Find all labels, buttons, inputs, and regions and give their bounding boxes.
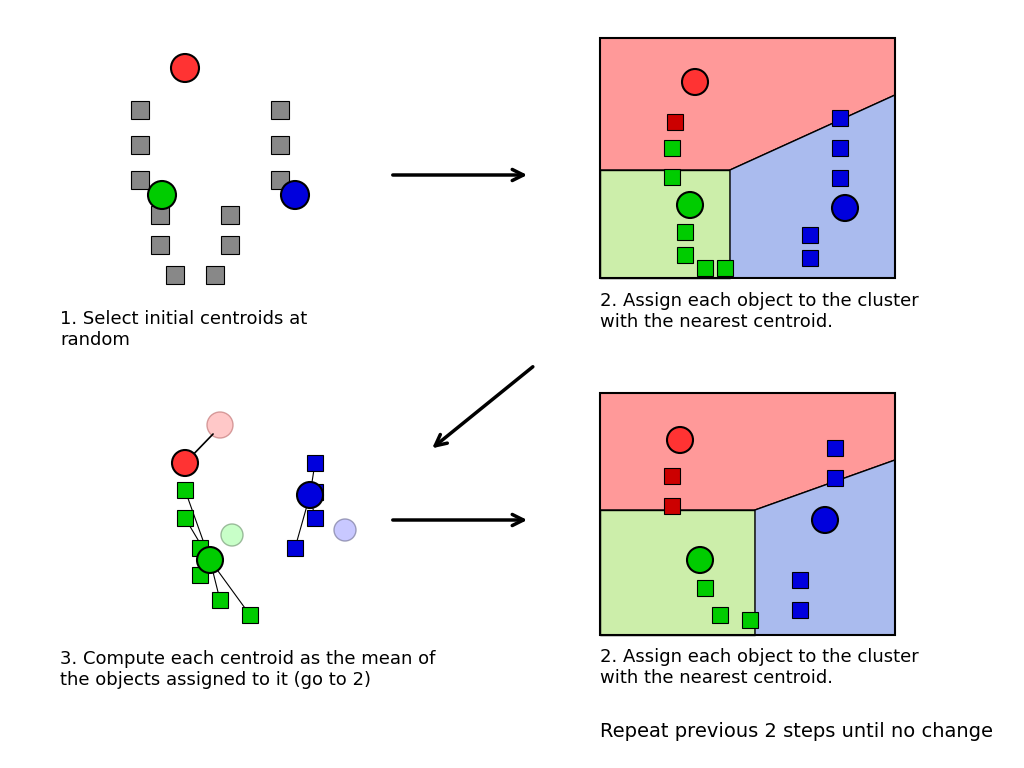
Bar <box>151 206 169 224</box>
Bar <box>792 572 808 588</box>
Bar <box>792 602 808 618</box>
Bar <box>831 110 848 126</box>
Circle shape <box>281 181 309 209</box>
Text: 3. Compute each centroid as the mean of
the objects assigned to it (go to 2): 3. Compute each centroid as the mean of … <box>60 650 435 689</box>
Bar <box>831 140 848 156</box>
Bar <box>271 136 289 154</box>
Circle shape <box>667 427 693 453</box>
Bar <box>742 612 758 628</box>
Polygon shape <box>600 38 895 170</box>
Circle shape <box>297 482 323 508</box>
Circle shape <box>221 524 243 546</box>
Bar <box>677 247 693 263</box>
Circle shape <box>207 412 233 438</box>
Bar <box>193 567 208 583</box>
Bar <box>166 266 184 284</box>
Circle shape <box>682 69 708 95</box>
Bar <box>664 169 680 185</box>
Bar <box>664 468 680 484</box>
Circle shape <box>812 507 838 533</box>
Bar <box>271 171 289 189</box>
Polygon shape <box>600 510 755 635</box>
Circle shape <box>334 519 356 541</box>
Polygon shape <box>600 170 730 278</box>
Bar <box>131 101 150 119</box>
Bar <box>206 266 224 284</box>
Bar <box>177 482 193 498</box>
Polygon shape <box>600 393 895 510</box>
Circle shape <box>831 195 858 221</box>
Bar <box>717 260 733 276</box>
Bar <box>664 140 680 156</box>
Circle shape <box>197 547 223 573</box>
Bar <box>177 510 193 526</box>
Bar <box>193 540 208 556</box>
Bar <box>221 206 239 224</box>
Bar <box>697 580 713 596</box>
Bar <box>242 607 258 623</box>
Bar <box>664 498 680 514</box>
Bar <box>221 236 239 254</box>
Text: 1. Select initial centroids at
random: 1. Select initial centroids at random <box>60 310 307 349</box>
Bar <box>151 236 169 254</box>
Bar <box>677 224 693 240</box>
Bar <box>827 440 843 456</box>
Bar <box>600 393 895 635</box>
Bar <box>802 250 818 266</box>
Circle shape <box>172 450 198 476</box>
Circle shape <box>171 54 199 82</box>
Bar <box>697 260 713 276</box>
Bar <box>212 592 228 608</box>
Bar <box>131 171 150 189</box>
Bar <box>712 607 728 623</box>
Circle shape <box>687 547 713 573</box>
Bar <box>307 510 323 526</box>
Bar <box>667 114 683 130</box>
Circle shape <box>148 181 176 209</box>
Bar <box>307 484 323 500</box>
Bar <box>271 101 289 119</box>
Bar <box>831 170 848 186</box>
Text: 2. Assign each object to the cluster
with the nearest centroid.: 2. Assign each object to the cluster wit… <box>600 292 919 331</box>
Bar <box>287 540 303 556</box>
Text: Repeat previous 2 steps until no change: Repeat previous 2 steps until no change <box>600 722 993 741</box>
Polygon shape <box>730 95 895 278</box>
Bar <box>131 136 150 154</box>
Circle shape <box>677 192 703 218</box>
Bar <box>802 227 818 243</box>
Bar <box>307 455 323 471</box>
Bar <box>827 470 843 486</box>
Text: 2. Assign each object to the cluster
with the nearest centroid.: 2. Assign each object to the cluster wit… <box>600 648 919 687</box>
Bar <box>600 38 895 278</box>
Polygon shape <box>755 460 895 635</box>
